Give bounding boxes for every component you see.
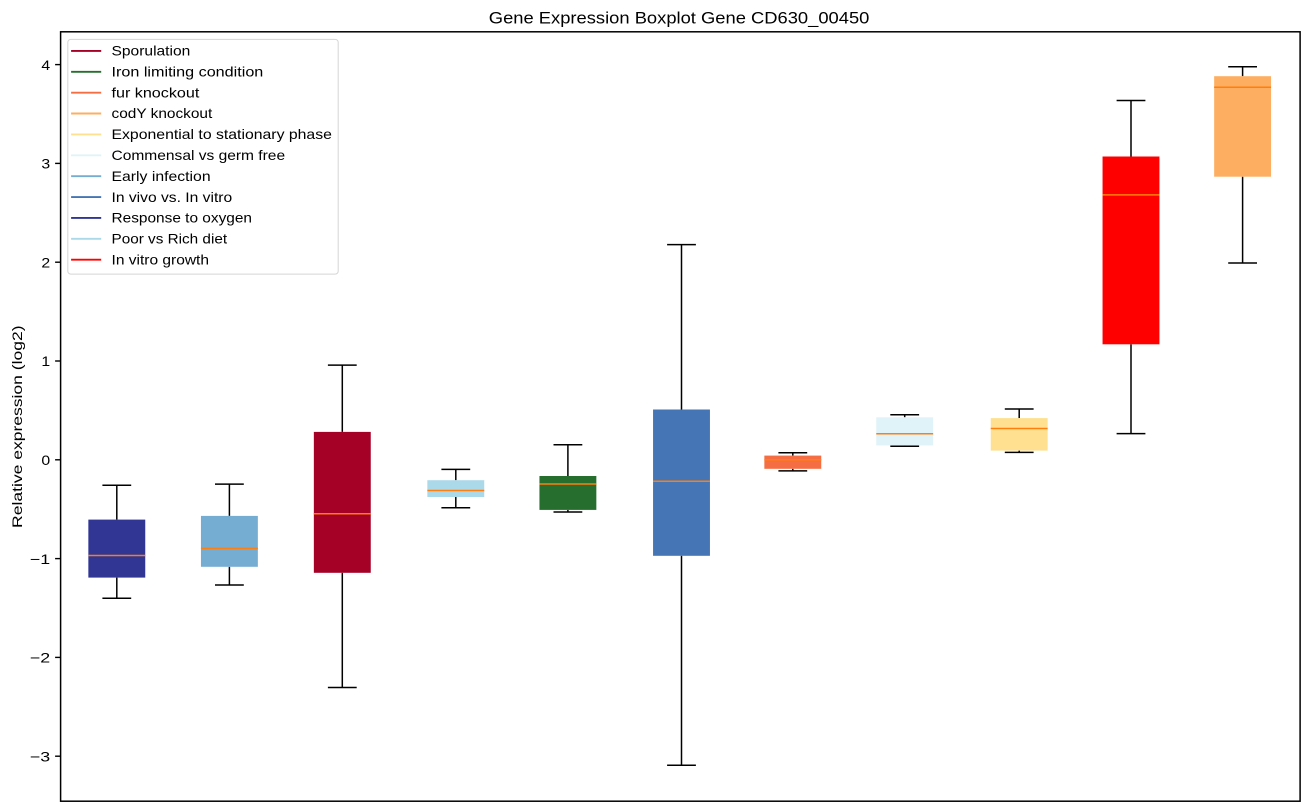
svg-text:4: 4 <box>41 57 50 73</box>
svg-text:Early infection: Early infection <box>112 168 211 184</box>
svg-text:1: 1 <box>41 353 50 369</box>
svg-text:3: 3 <box>41 156 50 172</box>
svg-text:Response to oxygen: Response to oxygen <box>112 210 253 226</box>
svg-text:−2: −2 <box>30 650 51 666</box>
svg-text:In vivo vs. In vitro: In vivo vs. In vitro <box>112 189 233 205</box>
svg-text:Commensal vs germ free: Commensal vs germ free <box>112 147 286 163</box>
svg-text:Relative expression (log2): Relative expression (log2) <box>9 325 25 528</box>
svg-text:fur knockout: fur knockout <box>112 84 200 100</box>
svg-text:Gene Expression Boxplot Gene C: Gene Expression Boxplot Gene CD630_00450 <box>489 9 870 28</box>
svg-text:−1: −1 <box>30 551 51 567</box>
svg-text:Exponential to stationary phas: Exponential to stationary phase <box>112 126 333 142</box>
svg-text:In vitro growth: In vitro growth <box>112 251 210 267</box>
svg-text:2: 2 <box>41 254 50 270</box>
svg-text:Poor vs Rich diet: Poor vs Rich diet <box>112 231 228 247</box>
svg-text:−3: −3 <box>30 748 51 764</box>
svg-text:codY knockout: codY knockout <box>112 105 213 121</box>
svg-text:Iron limiting condition: Iron limiting condition <box>112 64 264 80</box>
svg-text:0: 0 <box>41 452 50 468</box>
svg-text:Sporulation: Sporulation <box>112 43 191 59</box>
